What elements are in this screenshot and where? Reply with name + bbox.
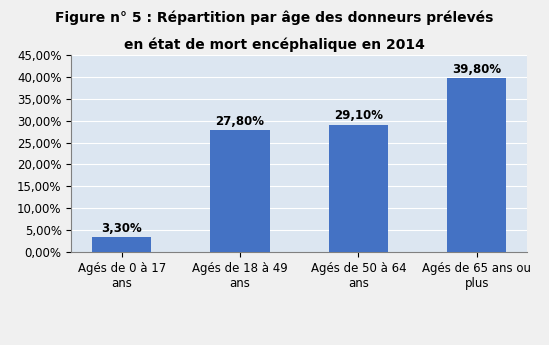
Bar [447, 78, 506, 252]
Text: Figure n° 5 : Répartition par âge des donneurs prélevés: Figure n° 5 : Répartition par âge des do… [55, 10, 494, 25]
Text: en état de mort encéphalique en 2014: en état de mort encéphalique en 2014 [124, 38, 425, 52]
Bar [92, 237, 152, 252]
Text: 27,80%: 27,80% [216, 115, 265, 128]
Bar [210, 130, 270, 252]
Bar [329, 125, 388, 252]
Text: 29,10%: 29,10% [334, 109, 383, 122]
Text: 39,80%: 39,80% [452, 63, 501, 76]
Text: 3,30%: 3,30% [102, 222, 142, 235]
